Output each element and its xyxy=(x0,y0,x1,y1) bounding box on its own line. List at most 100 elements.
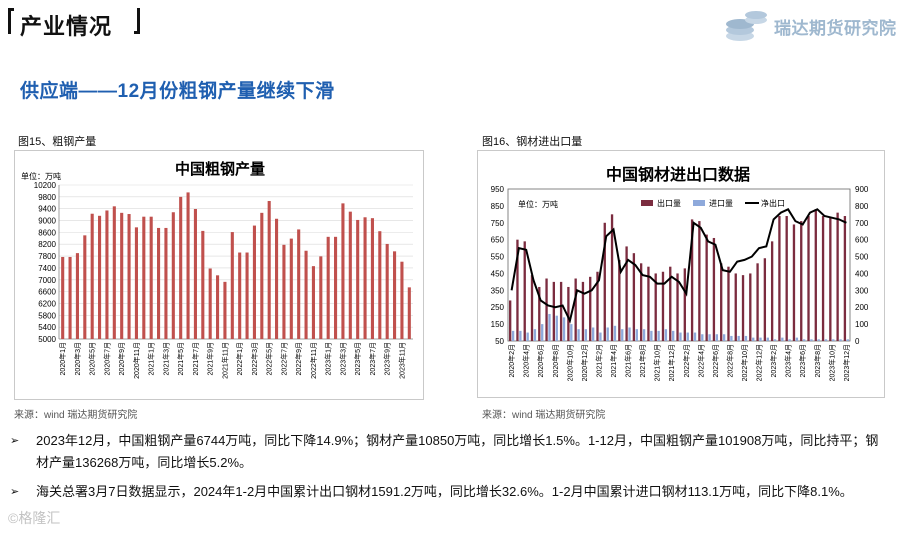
y-right-tick-label: 0 xyxy=(855,337,860,346)
bullet-item: ➢ 海关总署3月7日数据显示，2024年1-2月中国累计出口钢材1591.2万吨… xyxy=(10,481,890,525)
import-bar xyxy=(533,329,537,341)
x-tick-label: 2022年3月 xyxy=(250,342,259,375)
import-bar xyxy=(722,334,726,341)
import-bar xyxy=(708,334,711,341)
import-bar xyxy=(824,339,828,341)
x-tick-label: 2020年2月 xyxy=(507,344,516,377)
import-bar xyxy=(846,339,849,341)
export-bar xyxy=(843,216,847,341)
bar xyxy=(252,225,256,339)
logo-text: 瑞达期货研究院 xyxy=(774,19,897,38)
steel-trade-chart: 中国钢材进出口数据 单位：万吨 50 150 250 350 450 550 650 750 850… xyxy=(477,150,885,398)
page-title: 产业情况 xyxy=(20,14,113,39)
import-bar xyxy=(773,339,777,341)
import-bar xyxy=(591,327,595,341)
export-bar xyxy=(778,216,781,341)
export-bar xyxy=(756,263,759,341)
import-bar xyxy=(803,339,806,341)
y-tick-label: 9000 xyxy=(38,217,56,226)
import-bar xyxy=(606,327,609,341)
bar xyxy=(348,211,352,339)
y-right-tick-label: 600 xyxy=(855,236,869,245)
y-right-tick-label: 300 xyxy=(855,286,869,295)
bar xyxy=(83,235,87,339)
import-bar xyxy=(613,325,617,341)
import-bar xyxy=(693,332,697,341)
export-bar xyxy=(807,216,810,341)
import-bar xyxy=(511,330,515,341)
import-bar xyxy=(817,339,820,341)
fig15-caption: 图15、粗钢产量 xyxy=(18,136,97,148)
import-bar xyxy=(766,337,769,341)
x-tick-label: 2023年1月 xyxy=(324,342,333,375)
y-right-tick-label: 900 xyxy=(855,185,869,194)
company-logo: 瑞达期货研究院 xyxy=(718,6,898,46)
bar xyxy=(230,232,234,339)
bar xyxy=(311,266,315,339)
export-bar xyxy=(741,275,745,341)
x-tick-label: 2022年2月 xyxy=(682,344,691,377)
export-bar xyxy=(559,281,563,341)
legend-swatch xyxy=(641,200,653,206)
x-tick-label: 2021年2月 xyxy=(594,344,603,377)
y-tick-label: 7000 xyxy=(38,276,56,285)
bar xyxy=(186,192,190,339)
bullet-arrow-icon: ➢ xyxy=(10,435,20,447)
bar xyxy=(157,227,161,339)
x-tick-label: 2021年5月 xyxy=(176,342,185,375)
fig15-source: 来源：wind 瑞达期货研究院 xyxy=(14,410,138,421)
import-bar xyxy=(621,329,624,341)
export-bar xyxy=(523,241,526,341)
export-bar xyxy=(647,266,650,341)
export-bar xyxy=(829,217,832,341)
x-tick-label: 2022年12月 xyxy=(755,344,764,381)
export-bar xyxy=(661,271,665,341)
import-bar xyxy=(759,337,762,341)
import-bar xyxy=(599,332,602,341)
x-tick-label: 2022年4月 xyxy=(696,344,705,377)
x-tick-label: 2022年5月 xyxy=(265,342,274,375)
x-tick-label: 2022年6月 xyxy=(711,344,720,377)
bar xyxy=(134,227,138,339)
export-bar xyxy=(610,214,614,341)
y-tick-label: 5400 xyxy=(38,323,56,332)
import-bar xyxy=(730,335,733,341)
import-bar xyxy=(795,337,799,341)
bar xyxy=(193,208,197,339)
coins-logo-icon xyxy=(726,11,767,41)
import-bar xyxy=(541,324,544,341)
x-tick-label: 2022年10月 xyxy=(740,344,749,381)
x-tick-label: 2020年11月 xyxy=(132,342,141,379)
x-tick-label: 2023年3月 xyxy=(338,342,347,375)
bar xyxy=(127,214,131,339)
section-subtitle: 供应端——12月份粗钢产量继续下滑 xyxy=(20,81,335,102)
export-bar xyxy=(538,286,541,341)
export-bar xyxy=(530,275,534,341)
import-bar xyxy=(526,332,529,341)
export-bar xyxy=(749,273,752,341)
bar xyxy=(297,229,301,339)
y-tick-label: 7400 xyxy=(38,264,56,273)
y-tick-label: 5800 xyxy=(38,311,56,320)
y-tick-label: 6600 xyxy=(38,288,56,297)
export-bar xyxy=(712,237,716,341)
net-export-line xyxy=(510,208,847,324)
y-left-tick-label: 850 xyxy=(491,202,505,211)
bar xyxy=(341,203,345,339)
x-tick-label: 2023年4月 xyxy=(784,344,793,377)
export-bar xyxy=(545,278,548,341)
bar xyxy=(267,200,271,339)
bar xyxy=(275,218,279,339)
x-tick-label: 2021年6月 xyxy=(624,344,633,377)
import-bar xyxy=(562,317,566,341)
bar xyxy=(393,251,397,339)
bar xyxy=(149,216,153,339)
export-bar xyxy=(800,221,803,341)
bar xyxy=(120,212,124,339)
bar xyxy=(245,252,249,339)
legend-label: 进口量 xyxy=(709,199,733,208)
x-tick-label: 2021年11月 xyxy=(220,342,229,379)
legend-label: 出口量 xyxy=(657,198,681,208)
bullet-text: 海关总署3月7日数据显示，2024年1-2月中国累计出口钢材1591.2万吨，同… xyxy=(36,484,853,499)
